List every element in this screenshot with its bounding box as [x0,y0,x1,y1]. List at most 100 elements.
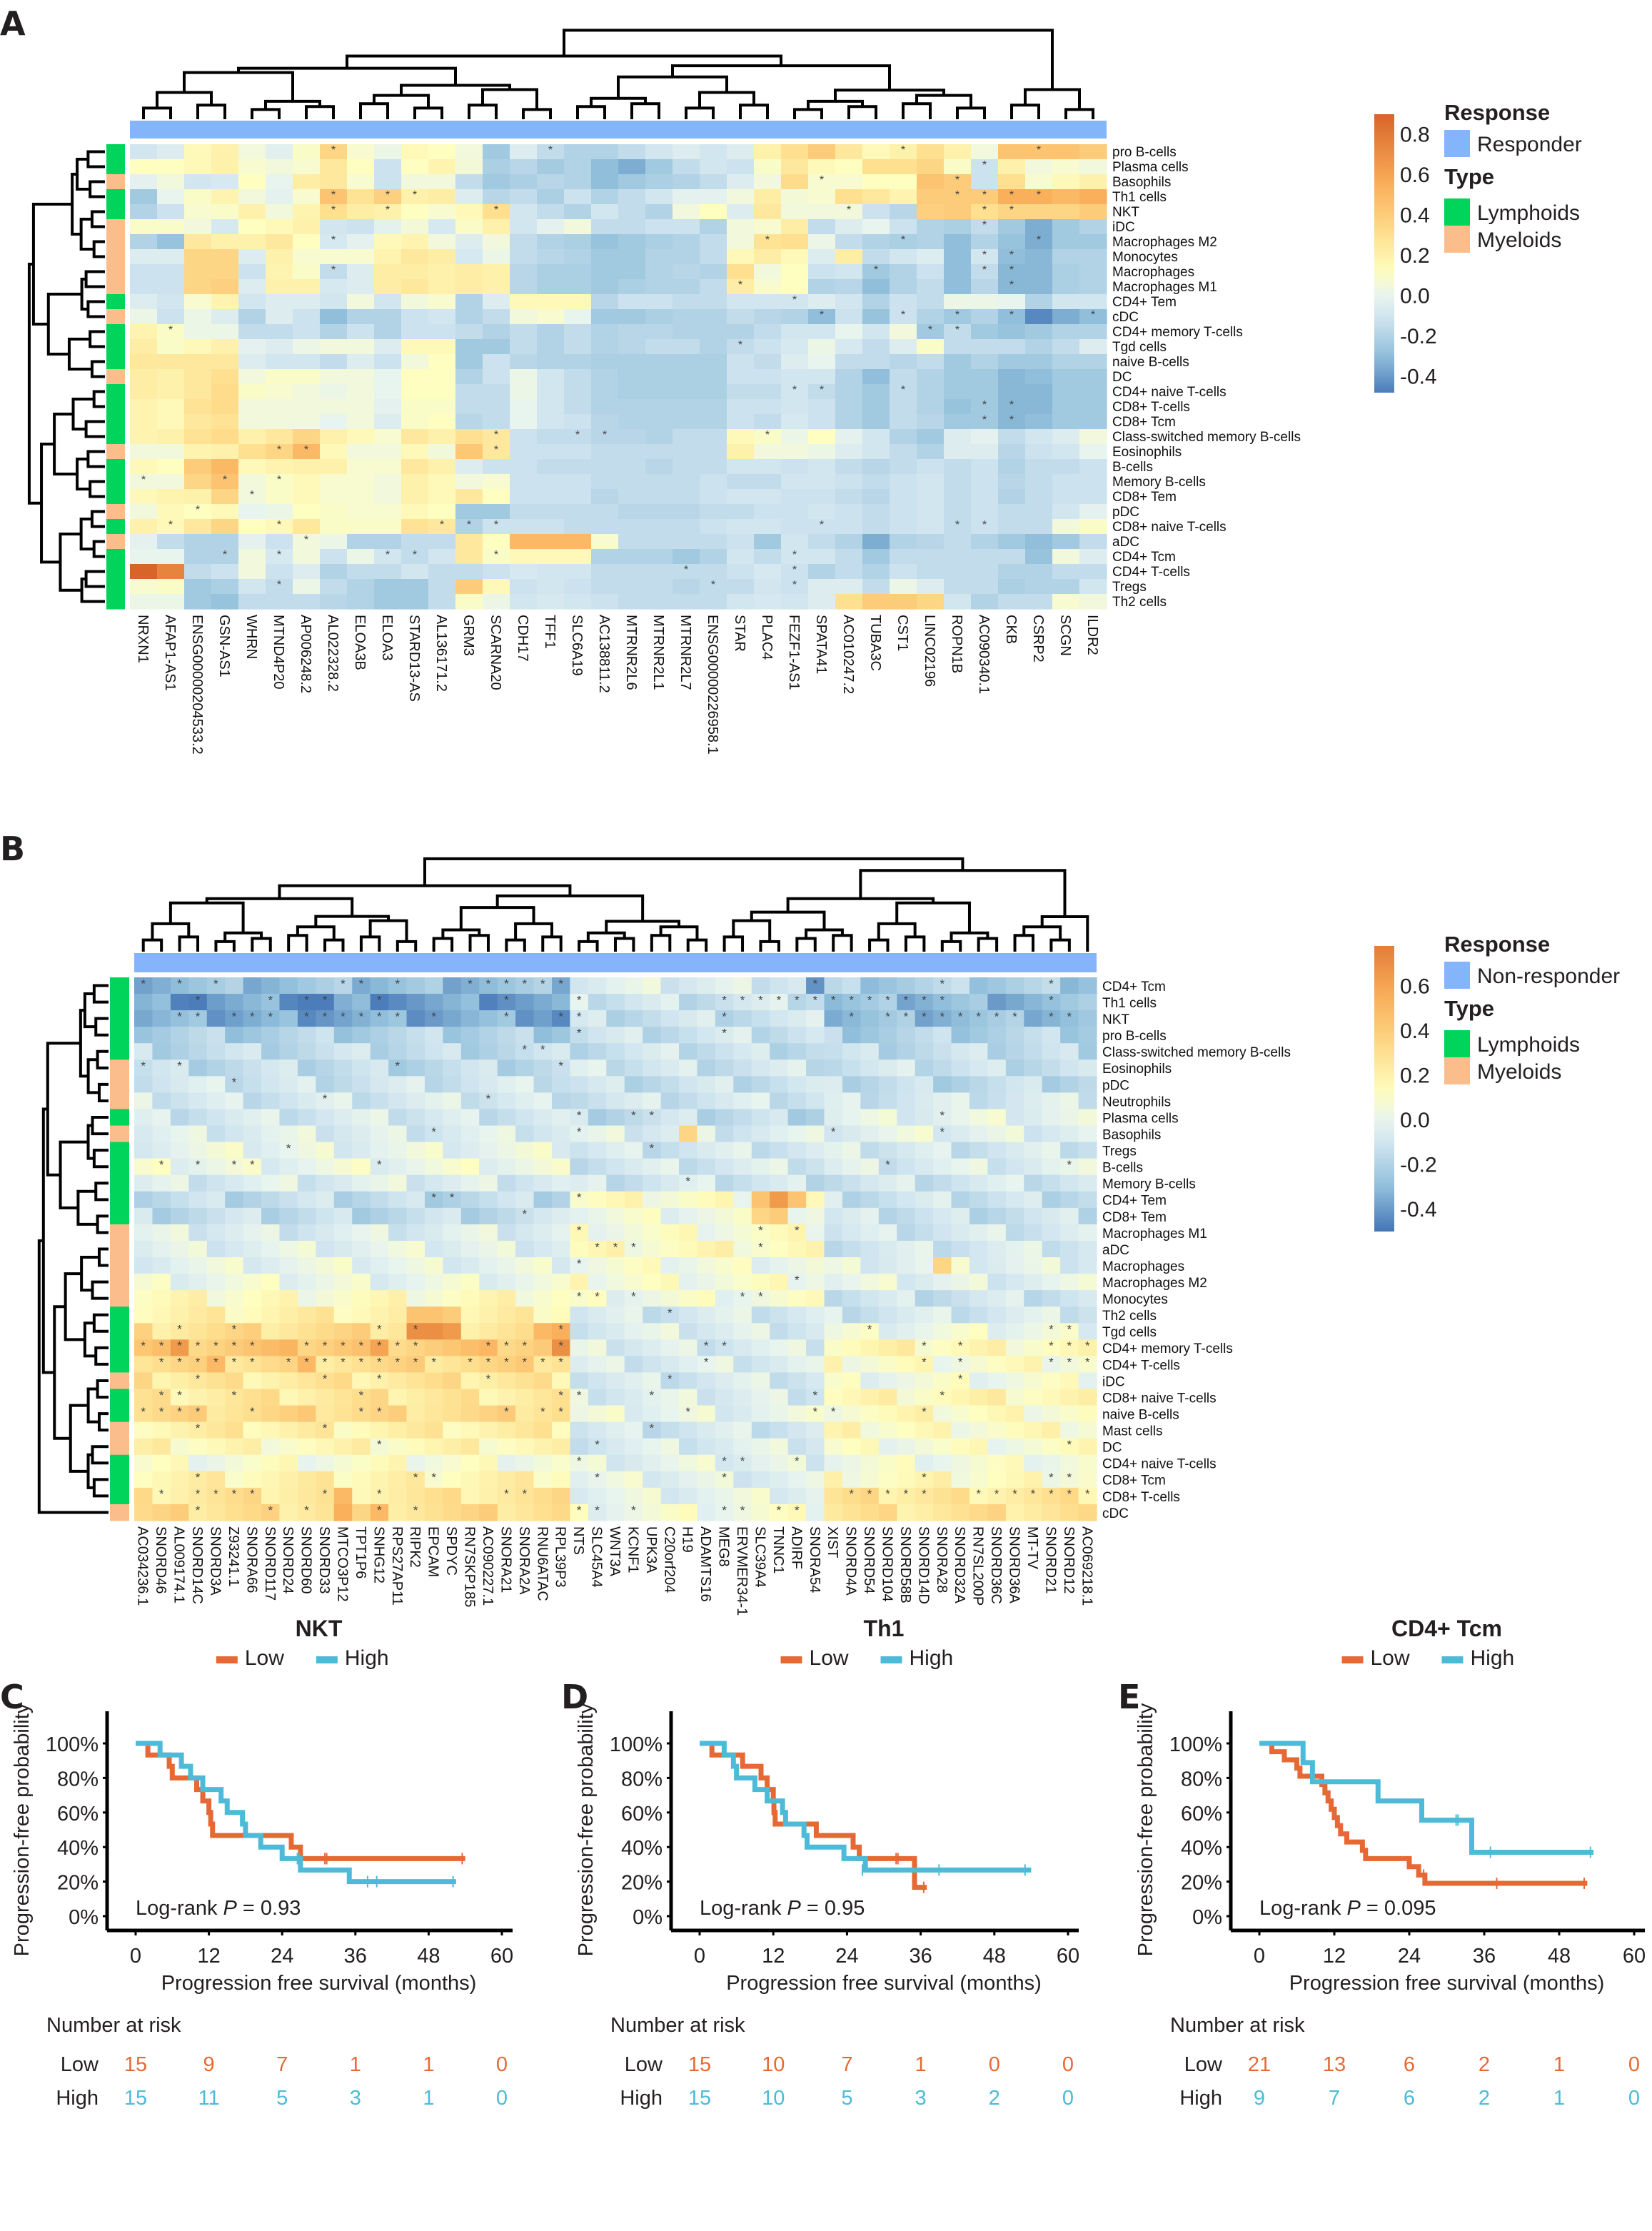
heatmap-cell [388,977,408,994]
heatmap-cell [751,977,770,994]
heatmap-cell [917,339,945,355]
heatmap-cell [808,564,836,580]
heatmap-cell [944,279,972,295]
heatmap-cell [1005,1356,1024,1374]
legend-response-title: Response [1444,932,1550,957]
heatmap-cell [1024,1421,1043,1439]
significance-star: * [523,1339,528,1353]
heatmap-cell [428,534,456,550]
heatmap-cell [998,504,1026,520]
y-tick-label: 80% [57,1768,99,1791]
heatmap-cell [243,1224,262,1242]
column-label: SLC39A4 [752,1526,767,1588]
heatmap-cell [533,1504,553,1521]
heatmap-cell [424,1174,443,1192]
heatmap-cell [279,1471,298,1489]
heatmap-cell [266,234,293,250]
heatmap-cell [424,1372,443,1390]
heatmap-cell [206,1471,226,1489]
heatmap-cell [951,1405,970,1423]
heatmap-cell [754,294,782,310]
significance-star: * [867,993,872,1007]
heatmap-cell [388,1372,408,1390]
heatmap-cell [170,1240,189,1258]
heatmap-cell [917,279,945,295]
heatmap-cell [134,1290,153,1307]
heatmap-cell [697,1092,716,1110]
heatmap-cell [388,994,408,1011]
heatmap-cell [1078,1290,1097,1307]
heatmap-cell [238,384,266,400]
heatmap-cell [987,1010,1007,1027]
heatmap-cell [297,1504,316,1521]
risk-row-label: Low [61,2053,99,2076]
heatmap-cell [697,1191,716,1209]
heatmap-cell [443,994,462,1011]
heatmap-cell [316,1059,335,1077]
heatmap-cell [933,1504,952,1521]
heatmap-cell [483,264,510,280]
heatmap-cell [401,324,429,340]
heatmap-cell [483,459,510,475]
heatmap-cell [130,324,158,340]
heatmap-cell [157,579,185,595]
heatmap-cell [479,1372,498,1390]
heatmap-cell [754,204,782,220]
heatmap-cell [643,1405,662,1423]
heatmap-cell [878,1125,897,1143]
heatmap-cell [733,1207,752,1225]
heatmap-cell [770,1043,789,1060]
heatmap-cell [1042,1405,1061,1423]
heatmap-cell [297,977,316,994]
heatmap-cell [266,354,293,370]
significance-star: * [1009,399,1014,411]
heatmap-cell [944,159,972,175]
heatmap-cell [878,1323,897,1340]
heatmap-cell [424,1076,443,1094]
colorbar-tick-label: 0.6 [1400,163,1430,187]
heatmap-cell [551,1142,571,1159]
heatmap-cell [428,549,456,565]
heatmap-cell [406,1010,425,1027]
heatmap-cell [424,1092,443,1110]
heatmap-cell [951,1059,970,1077]
heatmap-cell [401,189,429,205]
heatmap-cell [370,1207,389,1225]
heatmap-cell [134,977,153,994]
row-label: Th1 cells [1102,996,1157,1011]
heatmap-cell [878,1092,897,1110]
heatmap-cell [700,369,727,385]
heatmap-cell [261,1257,281,1274]
heatmap-cell [624,1323,643,1340]
heatmap-cell [824,1076,843,1094]
significance-star: * [232,1076,237,1089]
heatmap-cell [497,1290,516,1307]
heatmap-cell [316,1471,335,1489]
colorbar [1374,114,1394,393]
heatmap-cell [781,369,809,385]
heatmap-cell [951,1471,970,1489]
heatmap-cell [279,1076,298,1094]
heatmap-cell [293,429,321,445]
heatmap-cell [352,1389,371,1406]
heatmap-cell [624,1274,643,1291]
heatmap-cell [374,369,402,385]
significance-star: * [431,1471,436,1484]
heatmap-cell [998,294,1026,310]
heatmap-cell [370,1356,389,1374]
significance-star: * [250,489,254,501]
column-label: RPS27AP11 [389,1526,405,1606]
heatmap-cell [1042,1027,1061,1044]
heatmap-cell [700,429,727,445]
significance-star: * [1012,1009,1017,1023]
heatmap-cell [1005,1125,1024,1143]
heatmap-cell [860,1356,880,1374]
heatmap-cell [754,144,782,160]
heatmap-cell [443,1356,462,1374]
heatmap-cell [1079,594,1107,610]
heatmap-cell [971,459,999,475]
heatmap-cell [1024,994,1043,1011]
heatmap-cell [497,1207,516,1225]
heatmap-cell [733,1454,752,1472]
heatmap-cell [515,1224,535,1242]
